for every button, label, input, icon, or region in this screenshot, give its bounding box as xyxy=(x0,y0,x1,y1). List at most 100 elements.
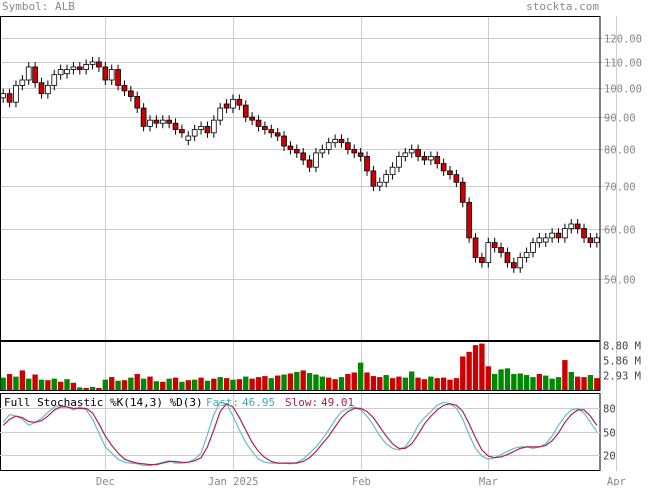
volume-bar xyxy=(517,373,523,390)
price-axis-label: 100.00 xyxy=(604,84,642,96)
price-candle xyxy=(345,142,351,150)
volume-bar xyxy=(249,378,255,390)
price-candle xyxy=(242,104,249,118)
slow-stochastic-line xyxy=(2,403,598,466)
volume-bar xyxy=(204,380,211,390)
price-candle xyxy=(517,257,524,269)
price-candle xyxy=(504,252,511,264)
volume-bar xyxy=(511,374,517,390)
price-candle xyxy=(523,252,530,258)
volume-bar xyxy=(319,376,326,390)
volume-bar xyxy=(192,379,198,390)
volume-bar xyxy=(530,377,536,390)
volume-bar xyxy=(409,371,415,390)
x-tick-label: Dec xyxy=(96,476,115,486)
volume-bar xyxy=(32,374,38,390)
price-candle xyxy=(306,159,313,168)
price-candle xyxy=(38,82,45,95)
volume-bar xyxy=(179,381,185,390)
price-candle xyxy=(115,69,121,86)
volume-bar xyxy=(211,378,217,390)
price-candle xyxy=(555,232,562,239)
price-candle xyxy=(13,84,19,103)
price-candle xyxy=(134,96,141,109)
price-candle xyxy=(217,107,224,121)
volume-bar xyxy=(262,376,268,390)
price-candle xyxy=(76,66,83,70)
volume-bar xyxy=(415,377,421,390)
price-candle xyxy=(319,149,326,154)
volume-bar xyxy=(147,376,153,390)
volume-bar xyxy=(543,375,549,390)
volume-bar xyxy=(51,378,57,390)
price-candle xyxy=(338,138,345,144)
volume-bar xyxy=(357,362,364,390)
volume-bar xyxy=(134,374,140,390)
volume-bar xyxy=(70,382,77,390)
price-candle xyxy=(370,170,377,187)
price-candle xyxy=(236,98,243,106)
price-candle xyxy=(479,257,485,264)
price-candle xyxy=(159,119,166,124)
site-label[interactable]: stockta.com xyxy=(526,0,599,13)
slow-value: 49.01 xyxy=(321,396,355,409)
price-candle xyxy=(408,149,415,154)
volume-bar xyxy=(19,370,26,390)
price-candle xyxy=(402,152,409,157)
price-candle xyxy=(491,242,498,248)
price-candle xyxy=(562,228,568,239)
fast-value: 46.95 xyxy=(242,396,276,409)
price-candle xyxy=(568,223,575,229)
price-candle xyxy=(83,64,89,70)
volume-bar xyxy=(198,377,204,390)
stochastic-axis-label: 20 xyxy=(603,451,616,463)
volume-bar xyxy=(281,374,287,390)
price-candle xyxy=(530,242,536,253)
price-candle xyxy=(472,237,479,258)
volume-bar xyxy=(128,377,134,390)
price-candle xyxy=(415,149,421,157)
price-candle xyxy=(281,135,287,147)
price-candle xyxy=(357,152,364,157)
price-candle xyxy=(274,132,281,137)
price-candle xyxy=(485,242,492,264)
price-candle xyxy=(64,69,70,75)
price-candle xyxy=(57,69,64,76)
volume-bar xyxy=(26,378,32,390)
price-candle xyxy=(191,129,198,137)
volume-bar xyxy=(236,379,243,390)
price-candle xyxy=(172,122,179,130)
volume-bar xyxy=(440,377,447,390)
price-candle xyxy=(268,129,275,134)
volume-bar xyxy=(492,374,498,390)
price-candle xyxy=(140,107,147,127)
fast-label: Fast: xyxy=(206,396,240,409)
volume-bar xyxy=(83,387,89,390)
price-candle xyxy=(453,174,460,183)
price-candle xyxy=(185,135,192,141)
volume-axis-label: 2.93 M xyxy=(603,371,641,383)
price-axis-label: 120.00 xyxy=(604,34,642,46)
price-candle xyxy=(396,156,402,168)
price-candle xyxy=(587,237,594,244)
volume-bar xyxy=(274,375,281,390)
volume-bar xyxy=(370,376,377,390)
volume-bar xyxy=(434,378,440,390)
volume-bar xyxy=(594,378,600,390)
volume-bar xyxy=(45,380,51,390)
price-candle xyxy=(376,181,383,187)
price-candle xyxy=(108,69,115,81)
price-candle xyxy=(421,156,428,161)
price-candle xyxy=(153,119,160,124)
slow-label: Slow: xyxy=(285,396,319,409)
price-candle xyxy=(25,66,32,81)
x-tick-label: Feb xyxy=(352,476,371,486)
volume-bar xyxy=(485,366,491,390)
volume-bar xyxy=(185,380,191,390)
price-candle xyxy=(287,145,294,150)
price-candle xyxy=(51,74,58,86)
volume-bar xyxy=(89,386,96,390)
price-candle xyxy=(293,149,300,154)
price-candle xyxy=(389,166,396,176)
price-candle xyxy=(249,116,255,121)
